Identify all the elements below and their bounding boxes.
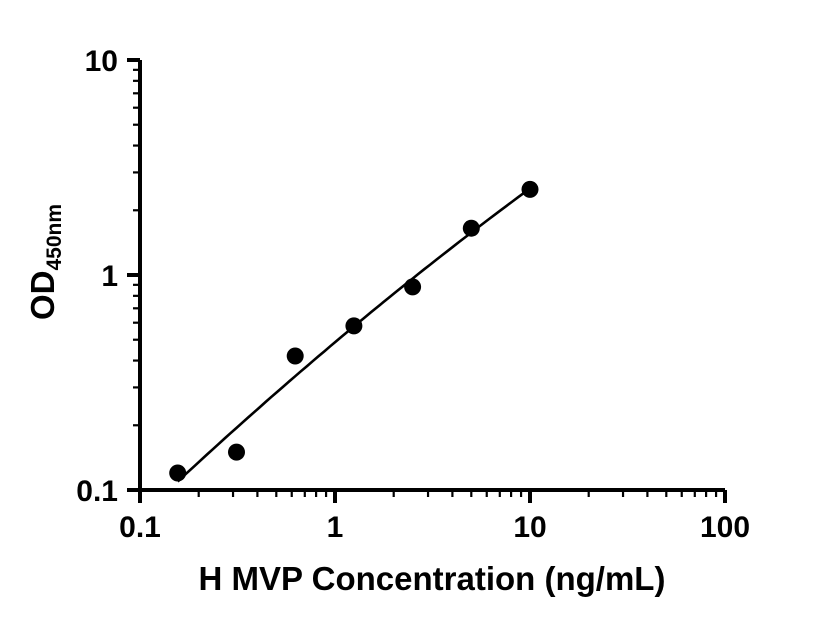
x-axis-title: H MVP Concentration (ng/mL) <box>199 560 666 597</box>
data-point <box>169 464 187 482</box>
tick-labels-layer: 0.1 1 10 100 0.1 1 10 <box>76 45 750 544</box>
x-tick-label: 10 <box>513 511 546 544</box>
y-axis-title: OD450nm <box>24 204 66 320</box>
data-point <box>404 278 422 296</box>
data-point <box>345 317 363 335</box>
x-tick-label: 100 <box>700 511 750 544</box>
y-axis-title-subscript: 450nm <box>43 204 66 271</box>
y-axis-title-main: OD <box>24 271 61 321</box>
data-points-layer <box>169 180 539 482</box>
data-point <box>521 180 539 198</box>
axis-frame <box>138 60 725 492</box>
data-point <box>228 443 245 461</box>
ticks-layer <box>127 58 727 503</box>
x-tick-label: 1 <box>327 511 344 544</box>
data-point <box>286 347 304 365</box>
x-tick-label: 0.1 <box>119 511 161 544</box>
y-tick-label: 0.1 <box>76 475 118 508</box>
data-point <box>462 219 480 237</box>
y-tick-label: 1 <box>101 260 118 293</box>
y-tick-label: 10 <box>85 45 118 78</box>
